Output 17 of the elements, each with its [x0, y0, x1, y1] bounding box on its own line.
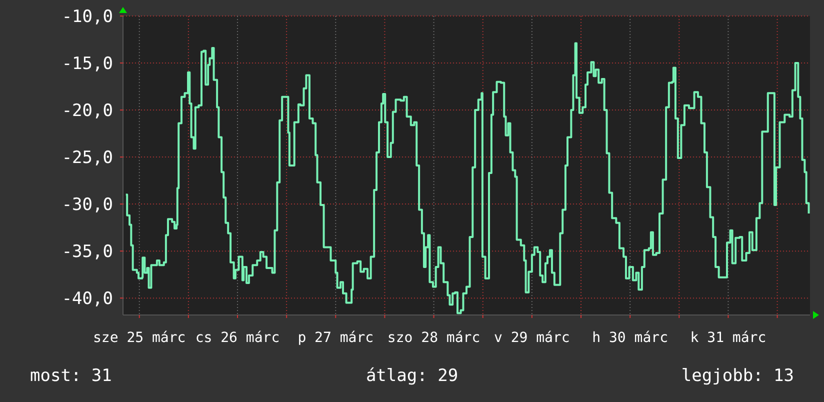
y-tick-label: -25,0 [62, 148, 113, 168]
text: legjobb: 13 [681, 366, 794, 386]
x-tick-label: v 29 márc [494, 330, 570, 346]
y-tick-label: -40,0 [62, 289, 113, 310]
y-tick-label: -10,0 [62, 7, 113, 27]
x-tick-label: p 27 márc [298, 330, 374, 346]
y-tick-label: -35,0 [62, 242, 113, 262]
text: most: 31 [30, 366, 112, 386]
x-tick-label: szo 28 márc [387, 330, 480, 346]
x-tick-label: h 30 márc [592, 330, 668, 346]
x-tick-label: sze 25 márc [93, 330, 186, 346]
x-tick-label: k 31 márc [690, 330, 766, 346]
y-tick-label: -15,0 [62, 54, 113, 74]
y-tick-label: -30,0 [62, 195, 113, 216]
y-tick-label: -20,0 [62, 101, 113, 122]
text: átlag: 29 [366, 366, 458, 386]
x-tick-label: cs 26 márc [195, 330, 280, 346]
